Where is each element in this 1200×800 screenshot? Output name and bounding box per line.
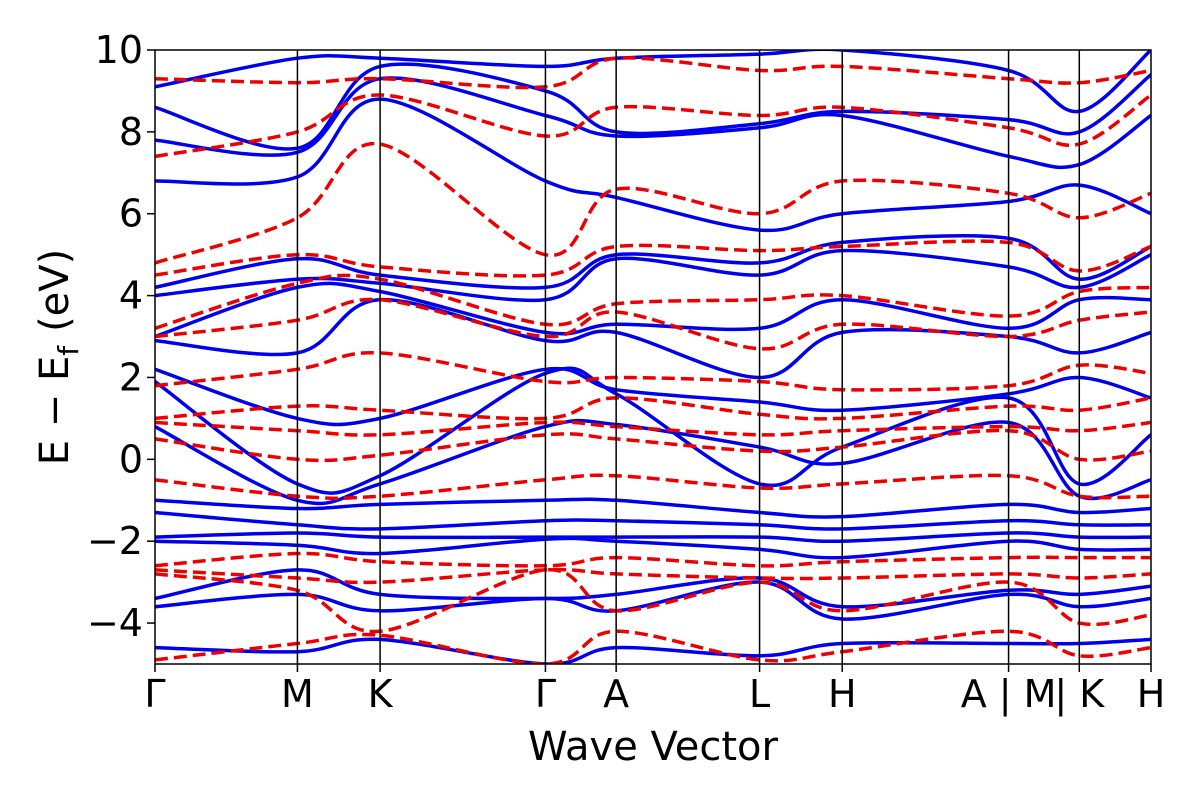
y-tick-label: 10	[95, 28, 143, 72]
y-axis-label-unit: (eV)	[32, 249, 78, 332]
dashed-band-line	[155, 350, 1151, 392]
y-axis-label-subscript: f	[52, 345, 85, 356]
kpath-dividers	[296, 50, 1081, 664]
solid-band-line	[155, 297, 1151, 380]
solid-band-line	[155, 62, 1151, 151]
x-tick-label: H	[1137, 672, 1166, 716]
y-tick-label: 0	[119, 437, 143, 481]
x-tick-label: H	[828, 672, 857, 716]
y-axis-label: E − Ef (eV)	[32, 249, 85, 466]
x-tick-label: M	[281, 672, 314, 716]
solid-band-line	[155, 76, 1151, 170]
dashed-band-line	[155, 568, 1151, 634]
plot-frame	[154, 49, 1152, 665]
solid-band-line	[155, 637, 1151, 664]
solid-band-line	[155, 568, 1151, 609]
solid-band-line	[155, 281, 1151, 339]
solid-band-line	[155, 366, 1151, 427]
x-tick-label: L	[749, 672, 770, 716]
dashed-band-line	[155, 428, 1151, 463]
solid-band-line	[155, 531, 1151, 544]
dashed-band-line	[155, 567, 1151, 585]
dashed-band-line	[155, 273, 1151, 330]
solid-band-line	[155, 536, 1151, 560]
dashed-band-line	[155, 420, 1151, 437]
y-axis-ticks: 10 8 6 4 2 0 −2 −4	[87, 28, 155, 645]
y-tick-label: 8	[119, 110, 143, 154]
x-tick-label: Γ	[535, 672, 556, 716]
solid-band-line	[155, 248, 1151, 303]
dashed-band-line	[155, 93, 1151, 159]
solid-band-line	[155, 497, 1151, 519]
x-tick-label: Γ	[144, 672, 165, 716]
solid-band-line	[155, 50, 1151, 114]
dashed-band-line	[155, 142, 1151, 265]
plot-area	[154, 49, 1152, 665]
solid-band-line	[155, 580, 1151, 621]
y-axis-label-main: E − E	[32, 356, 78, 466]
x-axis-label: Wave Vector	[528, 724, 779, 770]
x-tick-label: | K	[1054, 672, 1105, 717]
dashed-band-line	[155, 551, 1151, 568]
y-tick-label: 4	[119, 274, 143, 318]
dashed-band-line	[155, 473, 1151, 500]
y-tick-label: 6	[119, 192, 143, 236]
y-tick-label: −4	[87, 601, 143, 645]
solid-band-line	[155, 366, 1151, 495]
x-tick-label: A	[603, 672, 629, 716]
solid-band-line	[155, 97, 1151, 233]
solid-band-line	[155, 418, 1151, 506]
dashed-band-line	[155, 56, 1151, 90]
x-axis-ticks: Γ M K Γ A L H A | M| K H	[144, 664, 1165, 717]
dashed-band-line	[155, 396, 1151, 421]
solid-band-line	[155, 233, 1151, 290]
y-tick-label: −2	[87, 519, 143, 563]
dashed-band-line	[155, 239, 1151, 278]
x-tick-label: A | M	[961, 672, 1057, 717]
bands-layer	[155, 50, 1151, 664]
dashed-band-line	[155, 629, 1151, 664]
solid-band-line	[155, 510, 1151, 531]
x-tick-label: K	[368, 672, 394, 716]
dashed-band-line	[155, 297, 1151, 351]
y-tick-label: 2	[119, 355, 143, 399]
